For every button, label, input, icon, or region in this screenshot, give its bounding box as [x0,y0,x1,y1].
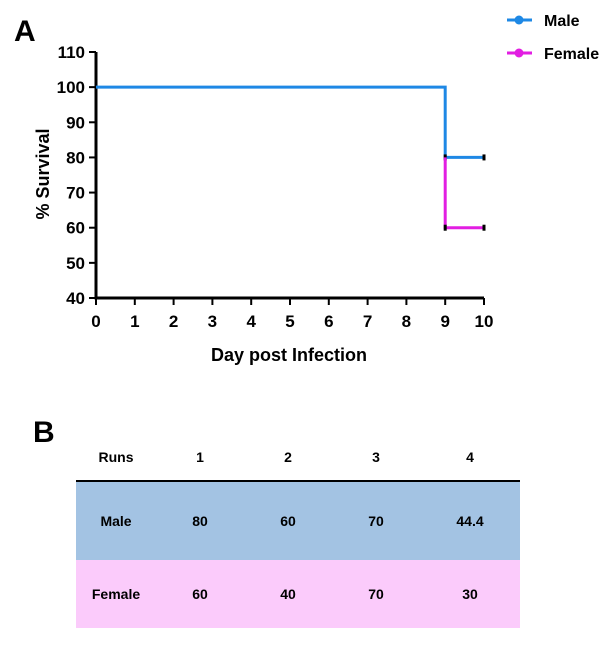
panel-label-a: A [14,15,36,48]
table-cell: 44.4 [456,513,484,529]
y-tick-label: 110 [58,43,85,62]
table-cell: 60 [192,586,208,602]
y-tick-label: 70 [66,184,85,203]
table-header-divider [76,480,520,482]
x-tick-label: 0 [91,312,100,331]
chart-series [96,85,486,231]
table-cell: 70 [368,586,384,602]
series-line-female [443,157,484,230]
table-cell: 80 [192,513,208,529]
table-cell: 70 [368,513,384,529]
x-tick-label: 5 [285,312,294,331]
y-tick-label: 100 [57,78,85,97]
table-cell: 40 [280,586,296,602]
x-tick-label: 10 [475,312,494,331]
y-tick-label: 90 [66,113,85,132]
table-row-female: Female 60 40 70 30 [76,560,520,628]
table-header-cell: Runs [98,449,134,465]
legend-marker-male [514,15,524,25]
table-row-label: Female [91,586,141,602]
legend-label-male: Male [544,13,580,30]
table-cell: 60 [280,513,296,529]
survival-chart: 40 50 60 70 80 90 100 110 0 1 2 3 4 5 6 7 8 9 10 Day post … [33,13,599,365]
x-tick-label: 8 [402,312,411,331]
chart-ticks: 40 50 60 70 80 90 100 110 0 1 2 3 4 5 6 7 8 9 10 [57,43,494,331]
legend-label-female: Female [544,46,599,63]
chart-legend: Male Female [507,13,599,63]
y-axis-title: % Survival [33,128,53,219]
x-axis-title: Day post Infection [211,345,367,365]
x-tick-label: 9 [440,312,449,331]
y-tick-label: 40 [66,289,85,308]
y-tick-label: 50 [66,254,85,273]
table-row-male: Male 80 60 70 44.4 [76,482,520,560]
x-tick-label: 6 [324,312,333,331]
results-table: Runs 1 2 3 4 Male 80 60 70 44.4 Female 6… [76,434,520,628]
chart-axes [94,52,484,300]
series-line-male [96,85,484,159]
x-tick-label: 4 [246,312,256,331]
x-tick-label: 1 [130,312,139,331]
x-tick-label: 2 [169,312,178,331]
y-tick-label: 80 [66,148,85,167]
table-cell: 30 [462,586,478,602]
x-tick-label: 7 [363,312,372,331]
y-tick-label: 60 [66,219,85,238]
table-header-cell: 2 [284,449,292,465]
table-header-row: Runs 1 2 3 4 [76,434,520,480]
legend-marker-female [514,48,524,58]
x-tick-label: 3 [208,312,217,331]
table-header-cell: 1 [196,449,204,465]
table-header-cell: 3 [372,449,380,465]
table-header-cell: 4 [466,449,474,465]
table-row-label: Male [100,513,132,529]
panel-label-b: B [33,416,55,449]
